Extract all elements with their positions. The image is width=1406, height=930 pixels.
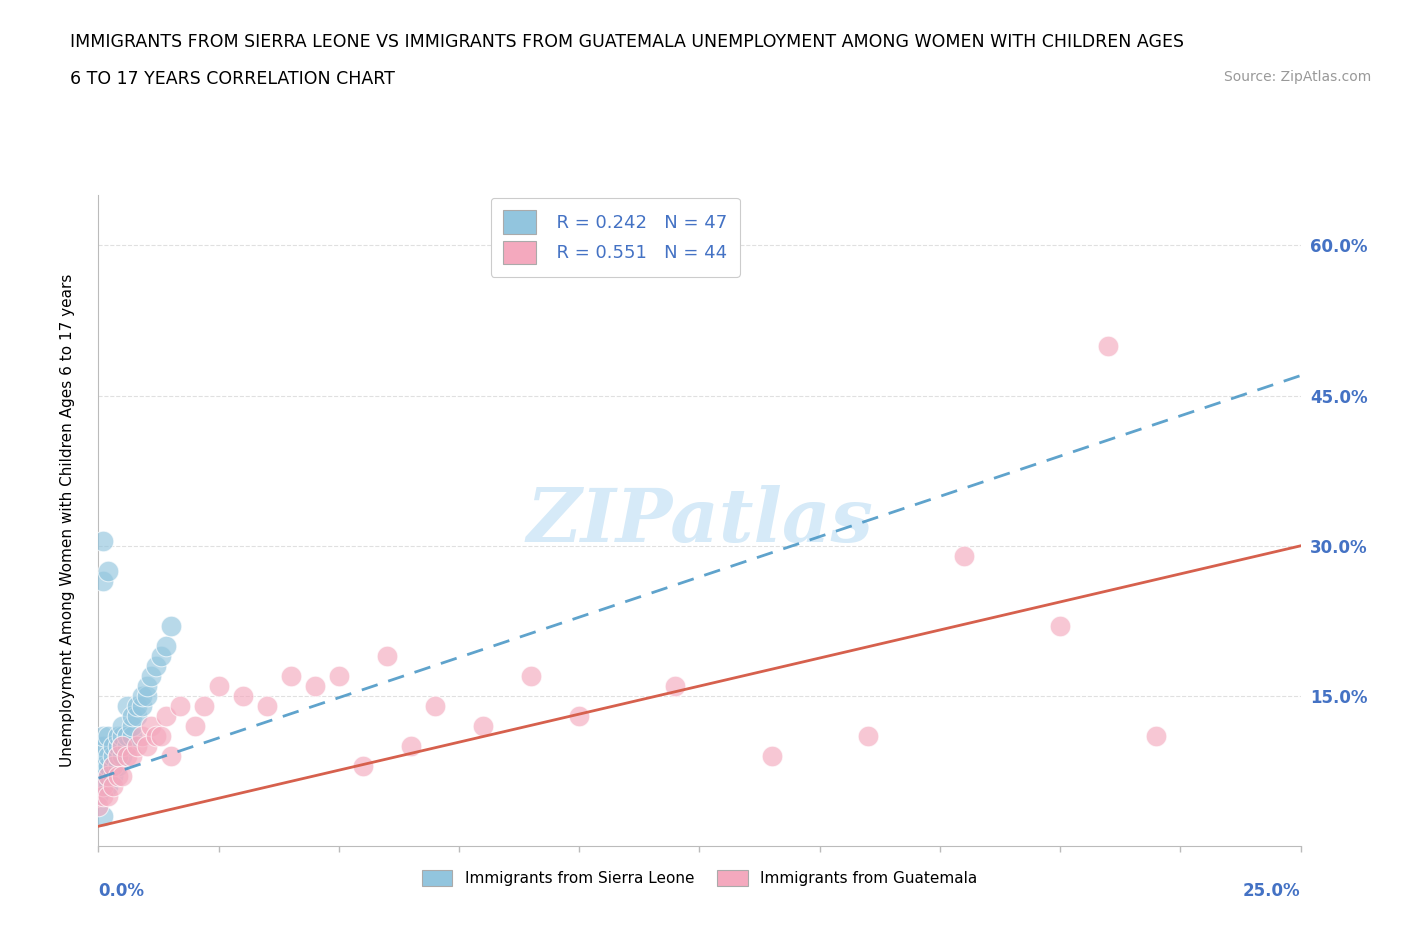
Point xyxy=(375,648,398,663)
Point xyxy=(107,769,129,784)
Point xyxy=(111,719,134,734)
Point xyxy=(101,778,124,793)
Point xyxy=(131,698,153,713)
Point xyxy=(1144,729,1167,744)
Point xyxy=(101,759,124,774)
Text: 0.0%: 0.0% xyxy=(98,882,145,900)
Point xyxy=(399,738,422,753)
Point xyxy=(111,769,134,784)
Point xyxy=(159,618,181,633)
Point xyxy=(169,698,191,713)
Point xyxy=(280,669,302,684)
Point xyxy=(328,669,350,684)
Point xyxy=(117,738,139,753)
Point xyxy=(193,698,215,713)
Point xyxy=(117,749,139,764)
Point xyxy=(91,574,114,589)
Point xyxy=(91,729,114,744)
Point xyxy=(91,534,114,549)
Point xyxy=(155,709,177,724)
Point xyxy=(91,759,114,774)
Legend: Immigrants from Sierra Leone, Immigrants from Guatemala: Immigrants from Sierra Leone, Immigrants… xyxy=(415,863,984,894)
Point xyxy=(111,749,134,764)
Point xyxy=(91,778,114,793)
Point xyxy=(121,709,143,724)
Point xyxy=(135,688,157,703)
Point xyxy=(101,749,124,764)
Text: Source: ZipAtlas.com: Source: ZipAtlas.com xyxy=(1223,70,1371,84)
Point xyxy=(131,729,153,744)
Point xyxy=(97,749,120,764)
Point xyxy=(145,658,167,673)
Point xyxy=(97,729,120,744)
Point xyxy=(135,738,157,753)
Point xyxy=(87,799,110,814)
Point xyxy=(91,738,114,753)
Point xyxy=(91,778,114,793)
Point xyxy=(87,759,110,774)
Point xyxy=(856,729,879,744)
Point xyxy=(97,769,120,784)
Point xyxy=(208,679,231,694)
Point xyxy=(149,729,172,744)
Point xyxy=(101,738,124,753)
Text: 6 TO 17 YEARS CORRELATION CHART: 6 TO 17 YEARS CORRELATION CHART xyxy=(70,70,395,87)
Point xyxy=(111,738,134,753)
Point xyxy=(664,679,686,694)
Point xyxy=(1049,618,1071,633)
Point xyxy=(101,759,124,774)
Point xyxy=(97,778,120,793)
Point xyxy=(141,669,163,684)
Point xyxy=(107,729,129,744)
Point xyxy=(121,729,143,744)
Point xyxy=(423,698,446,713)
Point xyxy=(107,749,129,764)
Point xyxy=(97,564,120,578)
Point xyxy=(121,749,143,764)
Point xyxy=(304,679,326,694)
Point xyxy=(155,639,177,654)
Text: IMMIGRANTS FROM SIERRA LEONE VS IMMIGRANTS FROM GUATEMALA UNEMPLOYMENT AMONG WOM: IMMIGRANTS FROM SIERRA LEONE VS IMMIGRAN… xyxy=(70,33,1184,50)
Point xyxy=(761,749,783,764)
Point xyxy=(91,809,114,824)
Point xyxy=(117,729,139,744)
Point xyxy=(472,719,495,734)
Point xyxy=(135,679,157,694)
Point xyxy=(97,759,120,774)
Point xyxy=(145,729,167,744)
Point xyxy=(87,738,110,753)
Point xyxy=(101,769,124,784)
Point xyxy=(107,759,129,774)
Point xyxy=(121,719,143,734)
Point xyxy=(87,789,110,804)
Point xyxy=(131,688,153,703)
Point xyxy=(953,549,976,564)
Point xyxy=(97,769,120,784)
Point xyxy=(107,749,129,764)
Point xyxy=(107,738,129,753)
Point xyxy=(97,789,120,804)
Point xyxy=(125,709,148,724)
Point xyxy=(1097,339,1119,353)
Point xyxy=(149,648,172,663)
Text: 25.0%: 25.0% xyxy=(1243,882,1301,900)
Point xyxy=(568,709,591,724)
Point xyxy=(352,759,374,774)
Point xyxy=(111,729,134,744)
Point xyxy=(256,698,278,713)
Text: ZIPatlas: ZIPatlas xyxy=(526,485,873,557)
Point xyxy=(91,789,114,804)
Point xyxy=(117,698,139,713)
Point xyxy=(141,719,163,734)
Point xyxy=(125,698,148,713)
Y-axis label: Unemployment Among Women with Children Ages 6 to 17 years: Unemployment Among Women with Children A… xyxy=(60,274,75,767)
Point xyxy=(159,749,181,764)
Point xyxy=(232,688,254,703)
Point xyxy=(87,769,110,784)
Point xyxy=(183,719,205,734)
Point xyxy=(91,769,114,784)
Point xyxy=(111,738,134,753)
Point xyxy=(125,738,148,753)
Point xyxy=(520,669,543,684)
